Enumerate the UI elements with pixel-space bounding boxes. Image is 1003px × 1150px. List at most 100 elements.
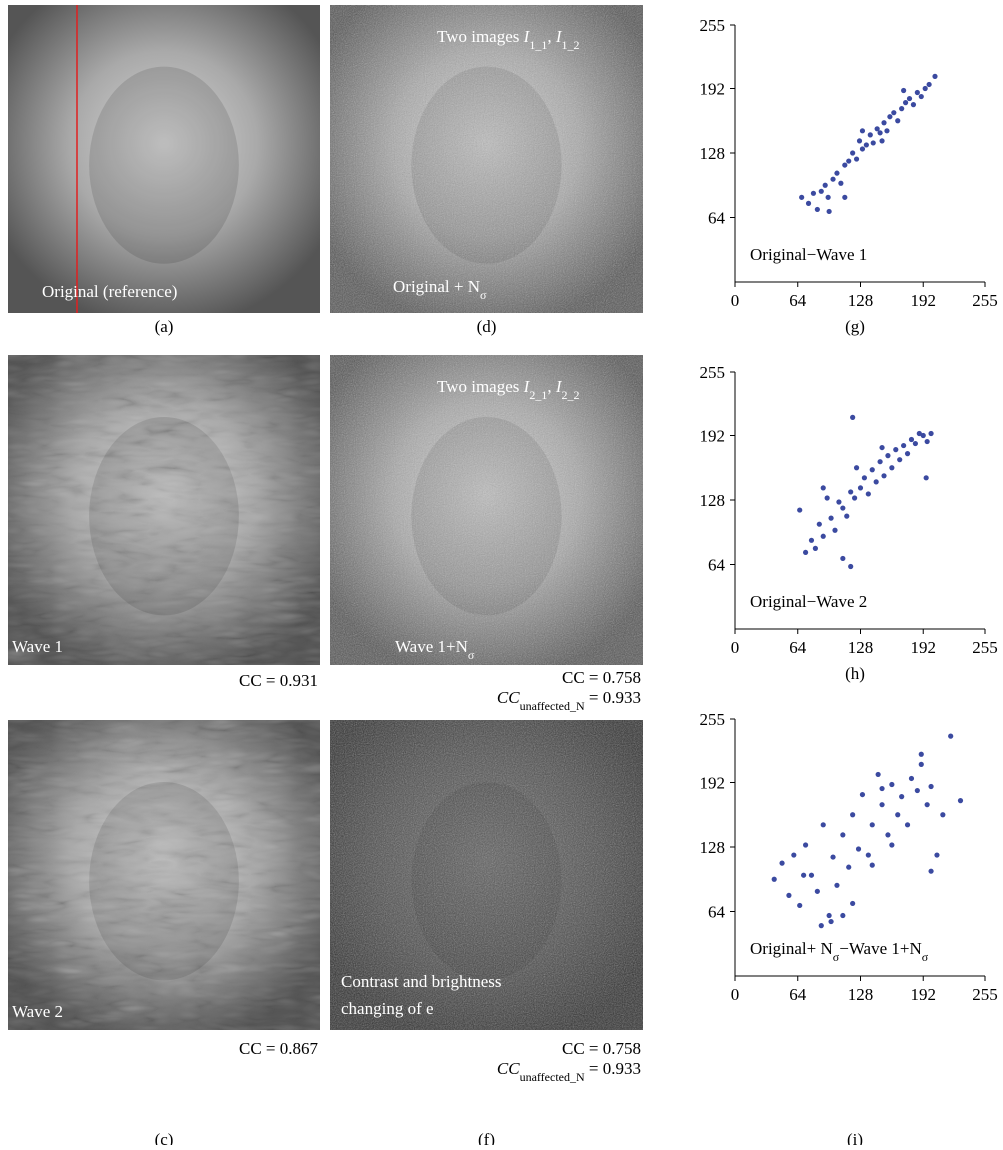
data-point	[874, 479, 879, 484]
data-point	[823, 183, 828, 188]
data-point	[905, 822, 910, 827]
data-point	[854, 465, 859, 470]
text-segment: CC	[497, 688, 520, 707]
data-point	[826, 195, 831, 200]
data-point	[891, 110, 896, 115]
text-segment: = 0.933	[585, 1059, 641, 1078]
data-point	[879, 138, 884, 143]
text-segment: 2_2	[561, 388, 579, 402]
data-point	[854, 156, 859, 161]
data-point	[881, 120, 886, 125]
data-point	[819, 923, 824, 928]
y-tick-label: 64	[708, 208, 726, 227]
x-tick-label: 255	[972, 985, 998, 1004]
data-point	[840, 913, 845, 918]
data-point	[889, 465, 894, 470]
text-segment: ,	[547, 27, 556, 46]
data-point	[928, 431, 933, 436]
data-point	[924, 475, 929, 480]
x-tick-label: 128	[848, 985, 874, 1004]
y-tick-label: 192	[700, 773, 726, 792]
data-point	[860, 792, 865, 797]
data-point	[799, 195, 804, 200]
data-point	[850, 901, 855, 906]
data-point	[901, 443, 906, 448]
data-point	[887, 114, 892, 119]
y-tick-label: 64	[708, 555, 726, 574]
x-tick-label: 0	[731, 291, 740, 310]
overlay-text: changing of e	[341, 999, 434, 1018]
text-segment: Original−Wave 2	[750, 592, 867, 611]
data-point	[903, 100, 908, 105]
data-point	[919, 752, 924, 757]
data-point	[848, 564, 853, 569]
text-segment: −Wave 1+N	[839, 939, 921, 958]
text-segment: changing of e	[341, 999, 434, 1018]
text-segment: unaffected_N	[520, 1070, 585, 1084]
data-point	[786, 893, 791, 898]
data-point	[860, 128, 865, 133]
data-point	[934, 852, 939, 857]
data-point	[932, 74, 937, 79]
data-point	[840, 505, 845, 510]
data-point	[879, 445, 884, 450]
data-point	[803, 842, 808, 847]
data-point	[899, 106, 904, 111]
x-tick-label: 64	[789, 638, 807, 657]
data-point	[809, 538, 814, 543]
data-point	[919, 94, 924, 99]
data-point	[821, 485, 826, 490]
data-point	[821, 534, 826, 539]
data-point	[895, 118, 900, 123]
data-point	[879, 802, 884, 807]
data-point	[868, 132, 873, 137]
photo-texture	[330, 355, 643, 665]
data-point	[907, 96, 912, 101]
cc-text: CC = 0.758	[562, 1039, 641, 1058]
x-tick-label: 128	[848, 638, 874, 657]
overlay-text: Wave 2	[12, 1002, 63, 1021]
text-segment: ,	[547, 377, 556, 396]
data-point	[885, 453, 890, 458]
data-point	[836, 499, 841, 504]
data-point	[877, 130, 882, 135]
data-point	[842, 162, 847, 167]
data-point	[879, 786, 884, 791]
data-point	[876, 772, 881, 777]
panel-label: (a)	[155, 317, 174, 336]
cc-text: CC = 0.758	[562, 668, 641, 687]
data-point	[772, 877, 777, 882]
y-tick-label: 128	[700, 838, 726, 857]
panel-label: (f)	[478, 1130, 495, 1145]
data-point	[881, 473, 886, 478]
data-point	[899, 794, 904, 799]
text-segment: CC	[497, 1059, 520, 1078]
data-point	[827, 209, 832, 214]
data-point	[850, 812, 855, 817]
data-point	[797, 507, 802, 512]
x-tick-label: 192	[910, 985, 936, 1004]
panel-label: (h)	[845, 664, 865, 683]
annotation: Original−Wave 2	[750, 592, 867, 611]
data-point	[846, 158, 851, 163]
y-tick-label: 64	[708, 902, 726, 921]
text-segment: Contrast and brightness	[341, 972, 502, 991]
data-point	[889, 782, 894, 787]
data-point	[815, 207, 820, 212]
data-point	[913, 441, 918, 446]
cc-text: CC = 0.867	[239, 1039, 319, 1058]
overlay-text: Wave 1	[12, 637, 63, 656]
data-point	[940, 812, 945, 817]
text-segment: Wave 1+N	[395, 637, 468, 656]
text-segment: unaffected_N	[520, 699, 585, 713]
x-tick-label: 0	[731, 638, 740, 657]
data-point	[832, 528, 837, 533]
data-point	[893, 447, 898, 452]
data-point	[884, 128, 889, 133]
data-point	[925, 802, 930, 807]
text-segment: 1_2	[561, 38, 579, 52]
data-point	[817, 522, 822, 527]
text-segment: = 0.933	[585, 688, 641, 707]
y-tick-label: 255	[700, 363, 726, 382]
data-point	[811, 191, 816, 196]
